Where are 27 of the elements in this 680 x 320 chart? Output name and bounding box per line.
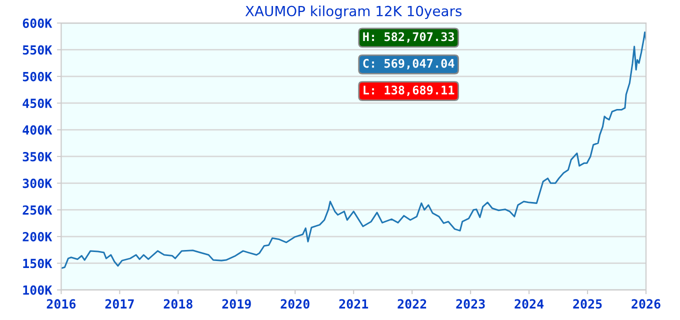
y-tick-label: 550K: [22, 45, 52, 55]
x-tick-label: 2021: [339, 299, 368, 309]
x-tick-label: 2017: [105, 299, 134, 309]
y-tick-label: 350K: [22, 152, 52, 162]
x-tick-label: 2019: [222, 299, 251, 309]
x-tick-label: 2022: [398, 299, 426, 309]
y-tick-label: 300K: [22, 178, 52, 188]
annotation: C: 569,047.04: [363, 58, 454, 70]
annotation: L: 138,689.11: [364, 86, 454, 96]
y-tick-label: 150K: [23, 258, 52, 268]
y-tick-label: 450K: [22, 98, 52, 108]
x-tick-label: 2024: [514, 299, 544, 309]
y-tick-label: 500K: [22, 72, 52, 82]
x-tick-label: 2023: [456, 299, 485, 309]
y-tick-label: 250K: [22, 205, 52, 215]
y-tick-label: 100K: [23, 285, 52, 295]
y-tick-label: 600K: [22, 18, 52, 28]
y-tick-label: 400K: [22, 125, 52, 135]
x-tick-label: 2020: [280, 299, 310, 309]
chart-title: XAUMOP kilogram 12K 10years: [245, 6, 462, 19]
x-tick-label: 2026: [632, 299, 660, 309]
y-tick-label: 200K: [22, 232, 52, 242]
annotation: H: 582,707.33: [363, 32, 454, 43]
line-series: [61, 32, 646, 270]
x-tick-label: 2025: [573, 299, 602, 309]
x-tick-label: 2018: [164, 299, 192, 309]
x-tick-label: 2016: [46, 299, 76, 309]
